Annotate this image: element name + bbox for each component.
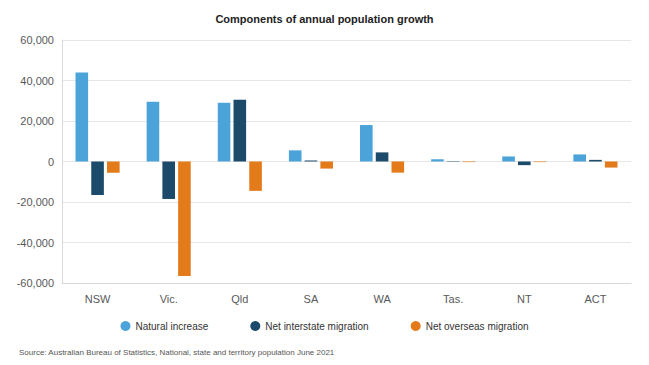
svg-text:NT: NT	[517, 293, 532, 305]
svg-text:-40,000: -40,000	[17, 237, 54, 249]
svg-text:SA: SA	[304, 293, 319, 305]
svg-text:20,000: 20,000	[20, 115, 54, 127]
svg-text:ACT: ACT	[584, 293, 606, 305]
svg-text:Qld: Qld	[231, 293, 248, 305]
svg-text:NSW: NSW	[85, 293, 111, 305]
svg-text:Tas.: Tas.	[443, 293, 463, 305]
svg-text:Source: Australian Bureau of S: Source: Australian Bureau of Statistics,…	[19, 348, 335, 357]
svg-text:Vic.: Vic.	[160, 293, 178, 305]
svg-text:-60,000: -60,000	[17, 277, 54, 289]
svg-text:WA: WA	[373, 293, 391, 305]
svg-text:60,000: 60,000	[20, 34, 54, 46]
svg-text:0: 0	[48, 156, 54, 168]
svg-text:Natural increase: Natural increase	[135, 321, 208, 332]
svg-text:Net overseas migration: Net overseas migration	[426, 321, 529, 332]
svg-text:40,000: 40,000	[20, 75, 54, 87]
svg-text:-20,000: -20,000	[17, 196, 54, 208]
svg-text:Net interstate migration: Net interstate migration	[265, 321, 368, 332]
svg-text:Components of annual populatio: Components of annual population growth	[215, 13, 433, 25]
